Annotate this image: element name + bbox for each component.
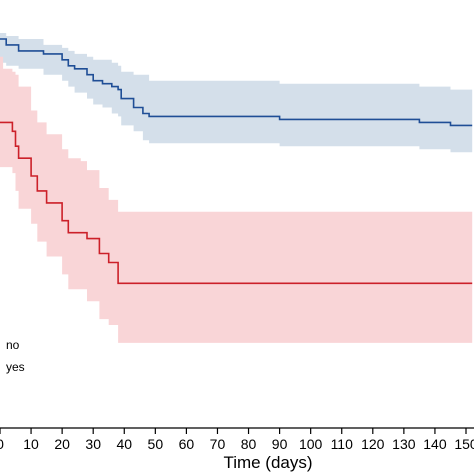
x-tick-label-40: 40: [116, 436, 132, 452]
survival-curve-yes: [0, 121, 473, 285]
plot-area: [0, 33, 473, 343]
x-tick-label-140: 140: [423, 436, 447, 452]
x-tick-label-20: 20: [54, 436, 70, 452]
x-tick-label-120: 120: [361, 436, 385, 452]
x-tick-label-110: 110: [331, 436, 354, 452]
x-tick-label-60: 60: [179, 436, 195, 452]
x-axis: 0 10 20 30 40 50 60 70 80 90 100 110 120 130 140 150 Ti…: [0, 427, 474, 472]
x-tick-label-50: 50: [148, 436, 164, 452]
x-tick-label-10: 10: [23, 436, 39, 452]
x-tick-label-130: 130: [392, 436, 416, 452]
x-tick-label-30: 30: [85, 436, 101, 452]
legend: no yes: [6, 338, 25, 374]
x-tick-label-80: 80: [241, 436, 257, 452]
x-ticks: 0 10 20 30 40 50 60 70 80 90 100 110 120 130 140 150: [0, 428, 474, 452]
x-tick-label-70: 70: [210, 436, 226, 452]
confidence-band-no: [0, 33, 473, 153]
legend-label-yes: yes: [6, 360, 25, 374]
x-tick-label-0: 0: [0, 436, 4, 452]
x-tick-label-90: 90: [272, 436, 288, 452]
x-axis-title: Time (days): [223, 453, 312, 472]
x-tick-label-150: 150: [454, 436, 474, 452]
survival-curve-no: [0, 38, 473, 127]
legend-label-no: no: [6, 338, 20, 352]
x-tick-label-100: 100: [299, 436, 323, 452]
